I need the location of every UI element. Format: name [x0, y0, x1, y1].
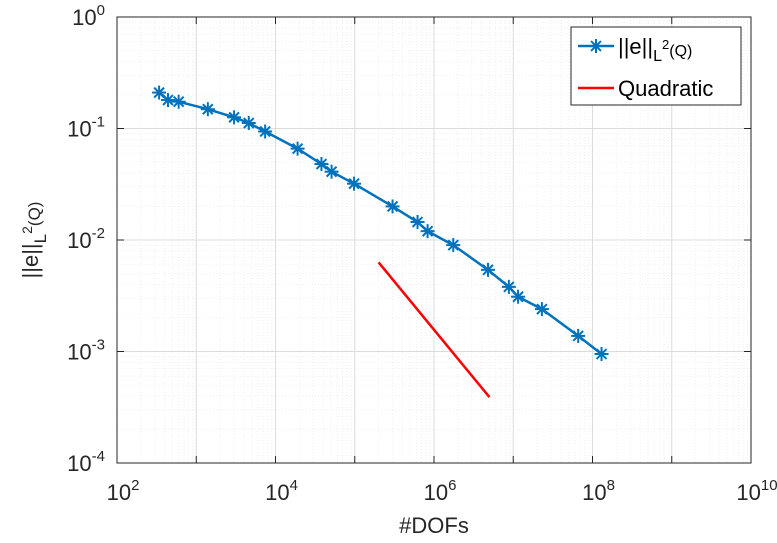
data-point-marker	[410, 215, 425, 230]
data-point-marker	[200, 102, 215, 117]
y-tick-label: 10-3	[67, 337, 105, 365]
major-grid	[117, 17, 751, 463]
x-tick-label: 1010	[736, 477, 777, 505]
data-point-marker	[385, 199, 400, 214]
data-point-marker	[594, 346, 609, 361]
data-point-marker	[420, 224, 435, 239]
series-layer	[152, 85, 609, 398]
data-point-marker	[571, 328, 586, 343]
legend: ||e||L2(Q) Quadratic	[570, 26, 742, 106]
y-tick-label: 100	[72, 2, 105, 30]
y-tick-label: 10-1	[67, 114, 105, 142]
data-point-marker	[324, 164, 339, 179]
legend-marker-error	[589, 39, 603, 53]
x-tick-labels: 102 104 106 108 1010	[107, 477, 777, 505]
data-point-marker	[501, 279, 516, 294]
data-point-marker	[258, 124, 273, 139]
x-axis-label: #DOFs	[399, 513, 469, 538]
data-point-marker	[347, 176, 362, 191]
data-point-marker	[227, 110, 242, 125]
y-tick-label: 10-4	[67, 448, 105, 476]
data-point-marker	[290, 141, 305, 156]
y-tick-labels: 10-4 10-3 10-2 10-1 100	[67, 2, 105, 476]
data-point-marker	[480, 262, 495, 277]
y-axis-label: ||e||L2(Q)	[18, 202, 50, 279]
x-tick-label: 102	[107, 477, 140, 505]
x-tick-label: 106	[424, 477, 457, 505]
legend-label-quadratic: Quadratic	[618, 76, 713, 101]
data-point-marker	[446, 238, 461, 253]
legend-box	[570, 26, 742, 106]
data-point-marker	[171, 94, 186, 109]
y-tick-label: 10-2	[67, 225, 105, 253]
quadratic-reference-line	[377, 261, 491, 398]
tick-marks	[116, 16, 752, 464]
data-point-marker	[160, 93, 175, 108]
data-point-marker	[534, 302, 549, 317]
data-point-marker	[511, 289, 526, 304]
data-point-marker	[241, 116, 256, 131]
data-point-marker	[314, 157, 329, 172]
legend-label-error: ||e||L2(Q)	[618, 34, 692, 65]
x-tick-label: 108	[582, 477, 615, 505]
legend-asterisk-icon	[589, 39, 603, 53]
x-tick-label: 104	[265, 477, 298, 505]
